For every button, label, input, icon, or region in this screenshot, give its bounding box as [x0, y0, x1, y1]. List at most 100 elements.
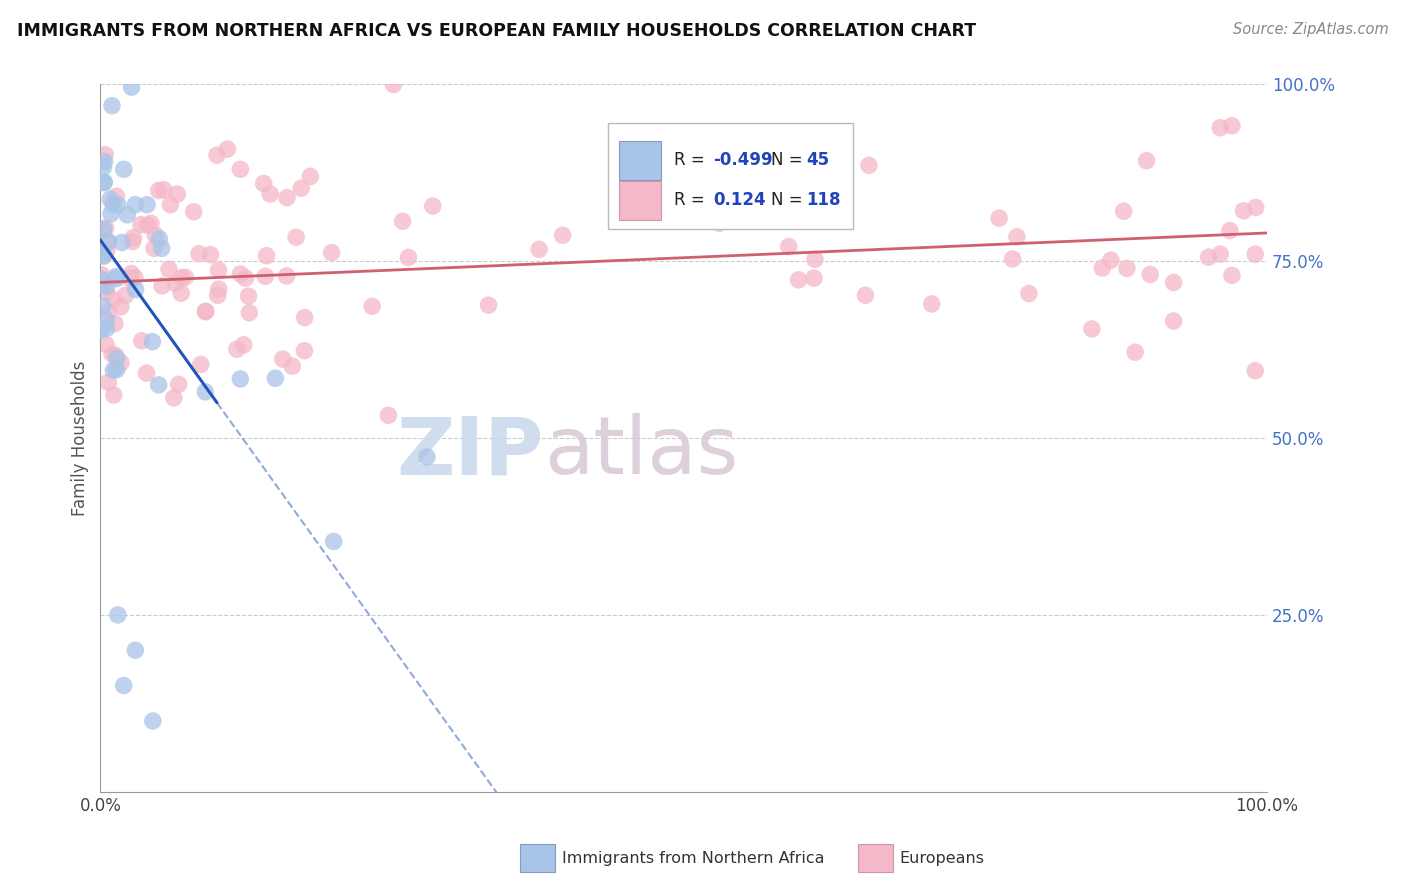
- Point: [101, 197, 124, 211]
- Point: [787, 273, 810, 287]
- Point: [416, 450, 439, 464]
- Point: [1232, 203, 1254, 218]
- Point: [159, 197, 181, 211]
- Point: [166, 187, 188, 202]
- Point: [194, 304, 217, 318]
- Point: [93, 154, 115, 169]
- Point: [299, 169, 322, 184]
- Text: Source: ZipAtlas.com: Source: ZipAtlas.com: [1233, 22, 1389, 37]
- Point: [94, 147, 117, 161]
- Point: [104, 349, 127, 363]
- Point: [232, 338, 254, 352]
- Point: [94, 220, 117, 235]
- Point: [527, 243, 550, 257]
- Point: [551, 228, 574, 243]
- Point: [217, 142, 239, 156]
- Point: [294, 343, 316, 358]
- Point: [1091, 260, 1114, 275]
- Point: [1135, 153, 1157, 168]
- Point: [117, 208, 139, 222]
- Point: [110, 356, 132, 370]
- Point: [105, 269, 128, 284]
- Point: [143, 241, 166, 255]
- Point: [148, 378, 170, 392]
- Point: [93, 175, 115, 189]
- Point: [1244, 247, 1267, 261]
- Point: [114, 288, 136, 302]
- Point: [855, 288, 877, 302]
- Point: [97, 376, 120, 390]
- Point: [229, 372, 252, 386]
- Point: [152, 183, 174, 197]
- Point: [921, 297, 943, 311]
- Point: [121, 235, 143, 249]
- Point: [91, 223, 114, 237]
- Point: [122, 230, 145, 244]
- Point: [1139, 268, 1161, 282]
- Point: [96, 244, 118, 258]
- Point: [1112, 204, 1135, 219]
- Point: [103, 293, 125, 307]
- Point: [148, 184, 170, 198]
- Point: [190, 358, 212, 372]
- Point: [803, 271, 825, 285]
- Text: -0.499: -0.499: [713, 151, 772, 169]
- Point: [93, 222, 115, 236]
- Point: [112, 162, 135, 177]
- Point: [264, 371, 287, 385]
- Point: [90, 268, 112, 282]
- Point: [858, 158, 880, 172]
- Point: [163, 391, 186, 405]
- Bar: [620, 141, 661, 180]
- Point: [1116, 261, 1139, 276]
- Point: [136, 219, 159, 233]
- Point: [988, 211, 1011, 226]
- FancyBboxPatch shape: [607, 123, 853, 229]
- Point: [1018, 286, 1040, 301]
- Point: [200, 247, 222, 261]
- Point: [391, 214, 413, 228]
- Point: [194, 384, 217, 399]
- Point: [94, 337, 117, 351]
- Point: [93, 160, 115, 174]
- Point: [124, 643, 146, 657]
- Text: atlas: atlas: [544, 413, 738, 491]
- Point: [477, 298, 499, 312]
- Point: [253, 177, 276, 191]
- Point: [276, 268, 298, 283]
- Point: [229, 162, 252, 177]
- Point: [235, 271, 257, 285]
- Point: [259, 186, 281, 201]
- Point: [361, 299, 384, 313]
- Point: [1163, 314, 1185, 328]
- Point: [1163, 276, 1185, 290]
- Point: [96, 321, 118, 335]
- Point: [105, 189, 128, 203]
- Point: [97, 235, 120, 249]
- Point: [422, 199, 444, 213]
- Point: [207, 263, 229, 277]
- Text: N =: N =: [770, 192, 808, 210]
- Point: [120, 267, 142, 281]
- Point: [170, 286, 193, 301]
- Point: [281, 359, 304, 374]
- Point: [271, 352, 294, 367]
- Point: [141, 334, 163, 349]
- Bar: [620, 181, 661, 220]
- Y-axis label: Family Households: Family Households: [72, 360, 89, 516]
- Point: [322, 534, 344, 549]
- Point: [110, 300, 132, 314]
- Point: [276, 191, 298, 205]
- Point: [90, 272, 112, 286]
- Point: [131, 334, 153, 348]
- Point: [290, 181, 312, 195]
- Point: [98, 192, 121, 206]
- Point: [285, 230, 308, 244]
- Point: [382, 78, 405, 92]
- Point: [121, 80, 143, 95]
- Point: [96, 279, 118, 293]
- Point: [107, 197, 129, 211]
- Point: [1244, 364, 1267, 378]
- Point: [1220, 119, 1243, 133]
- Point: [135, 366, 157, 380]
